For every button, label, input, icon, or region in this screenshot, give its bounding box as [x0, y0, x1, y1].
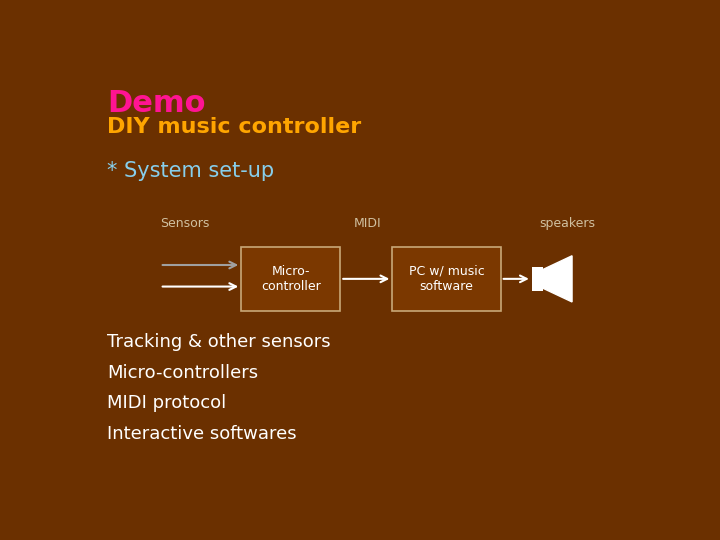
- Bar: [532, 267, 543, 291]
- Text: speakers: speakers: [539, 217, 595, 230]
- Text: * System set-up: * System set-up: [107, 161, 274, 181]
- Bar: [392, 247, 500, 311]
- Text: Micro-controllers: Micro-controllers: [107, 363, 258, 382]
- Text: Sensors: Sensors: [160, 217, 209, 230]
- Text: Micro-
controller: Micro- controller: [261, 265, 320, 293]
- Bar: [241, 247, 341, 311]
- Text: Interactive softwares: Interactive softwares: [107, 425, 297, 443]
- Text: Demo: Demo: [107, 90, 205, 118]
- Text: PC w/ music
software: PC w/ music software: [409, 265, 485, 293]
- Text: DIY music controller: DIY music controller: [107, 117, 361, 137]
- Text: MIDI: MIDI: [354, 217, 381, 230]
- Polygon shape: [543, 256, 572, 302]
- Text: MIDI protocol: MIDI protocol: [107, 394, 226, 413]
- Text: Tracking & other sensors: Tracking & other sensors: [107, 333, 330, 351]
